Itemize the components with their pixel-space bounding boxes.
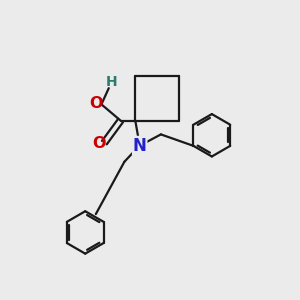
Text: H: H xyxy=(106,75,118,89)
Text: O: O xyxy=(93,136,106,151)
Text: O: O xyxy=(89,96,103,111)
Text: N: N xyxy=(133,136,147,154)
